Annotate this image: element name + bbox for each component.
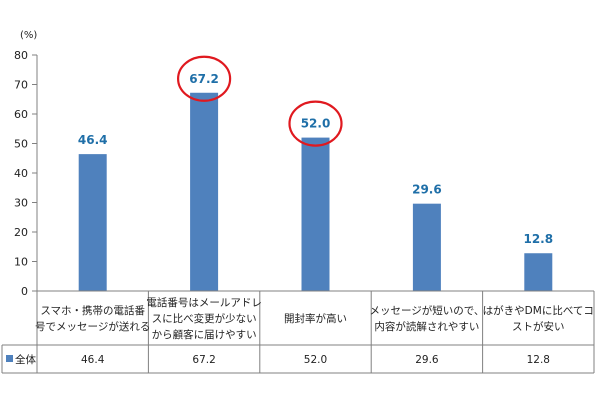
data-label: 52.0 [301, 117, 331, 131]
data-label: 67.2 [189, 72, 219, 86]
bar [190, 92, 219, 291]
highlight-circle [288, 100, 343, 147]
table-value: 12.8 [527, 354, 550, 366]
category-label: スマホ・携帯の電話番 [40, 304, 145, 317]
y-tick-label: 10 [14, 256, 28, 269]
bar [301, 137, 330, 291]
highlight-circle [177, 55, 232, 102]
category-label: はがきやDMに比べてコ [483, 304, 594, 317]
table-value: 29.6 [415, 354, 439, 366]
bar [524, 253, 553, 291]
category-label: ストが安い [512, 320, 565, 333]
y-tick-label: 60 [14, 108, 28, 121]
category-label: から顧客に届けやすい [152, 328, 257, 341]
y-axis-unit-label: (%) [20, 30, 37, 41]
legend-swatch [6, 355, 13, 362]
y-tick-label: 0 [21, 285, 28, 298]
category-label: メッセージが短いので、 [369, 304, 484, 317]
bar [78, 154, 107, 291]
category-label: 電話番号はメールアドレ [146, 296, 262, 309]
data-label: 12.8 [523, 232, 553, 246]
y-tick-label: 30 [14, 197, 28, 210]
table-value: 67.2 [192, 354, 215, 366]
data-label: 29.6 [412, 183, 442, 197]
category-label: 内容が読解されやすい [374, 320, 479, 333]
y-tick-label: 70 [14, 79, 28, 92]
category-label: スに比べ変更が少ない [152, 312, 257, 325]
y-tick-label: 40 [14, 167, 28, 180]
y-tick-label: 20 [14, 226, 28, 239]
bar [412, 203, 441, 291]
category-label: 号でメッセージが送れる [35, 320, 150, 333]
y-tick-label: 50 [14, 138, 28, 151]
table-value: 46.4 [81, 354, 105, 366]
table-value: 52.0 [304, 354, 327, 366]
category-label: 開封率が高い [284, 312, 347, 325]
legend-series-label: 全体 [15, 353, 36, 366]
y-tick-label: 80 [14, 49, 28, 62]
data-label: 46.4 [78, 133, 108, 147]
